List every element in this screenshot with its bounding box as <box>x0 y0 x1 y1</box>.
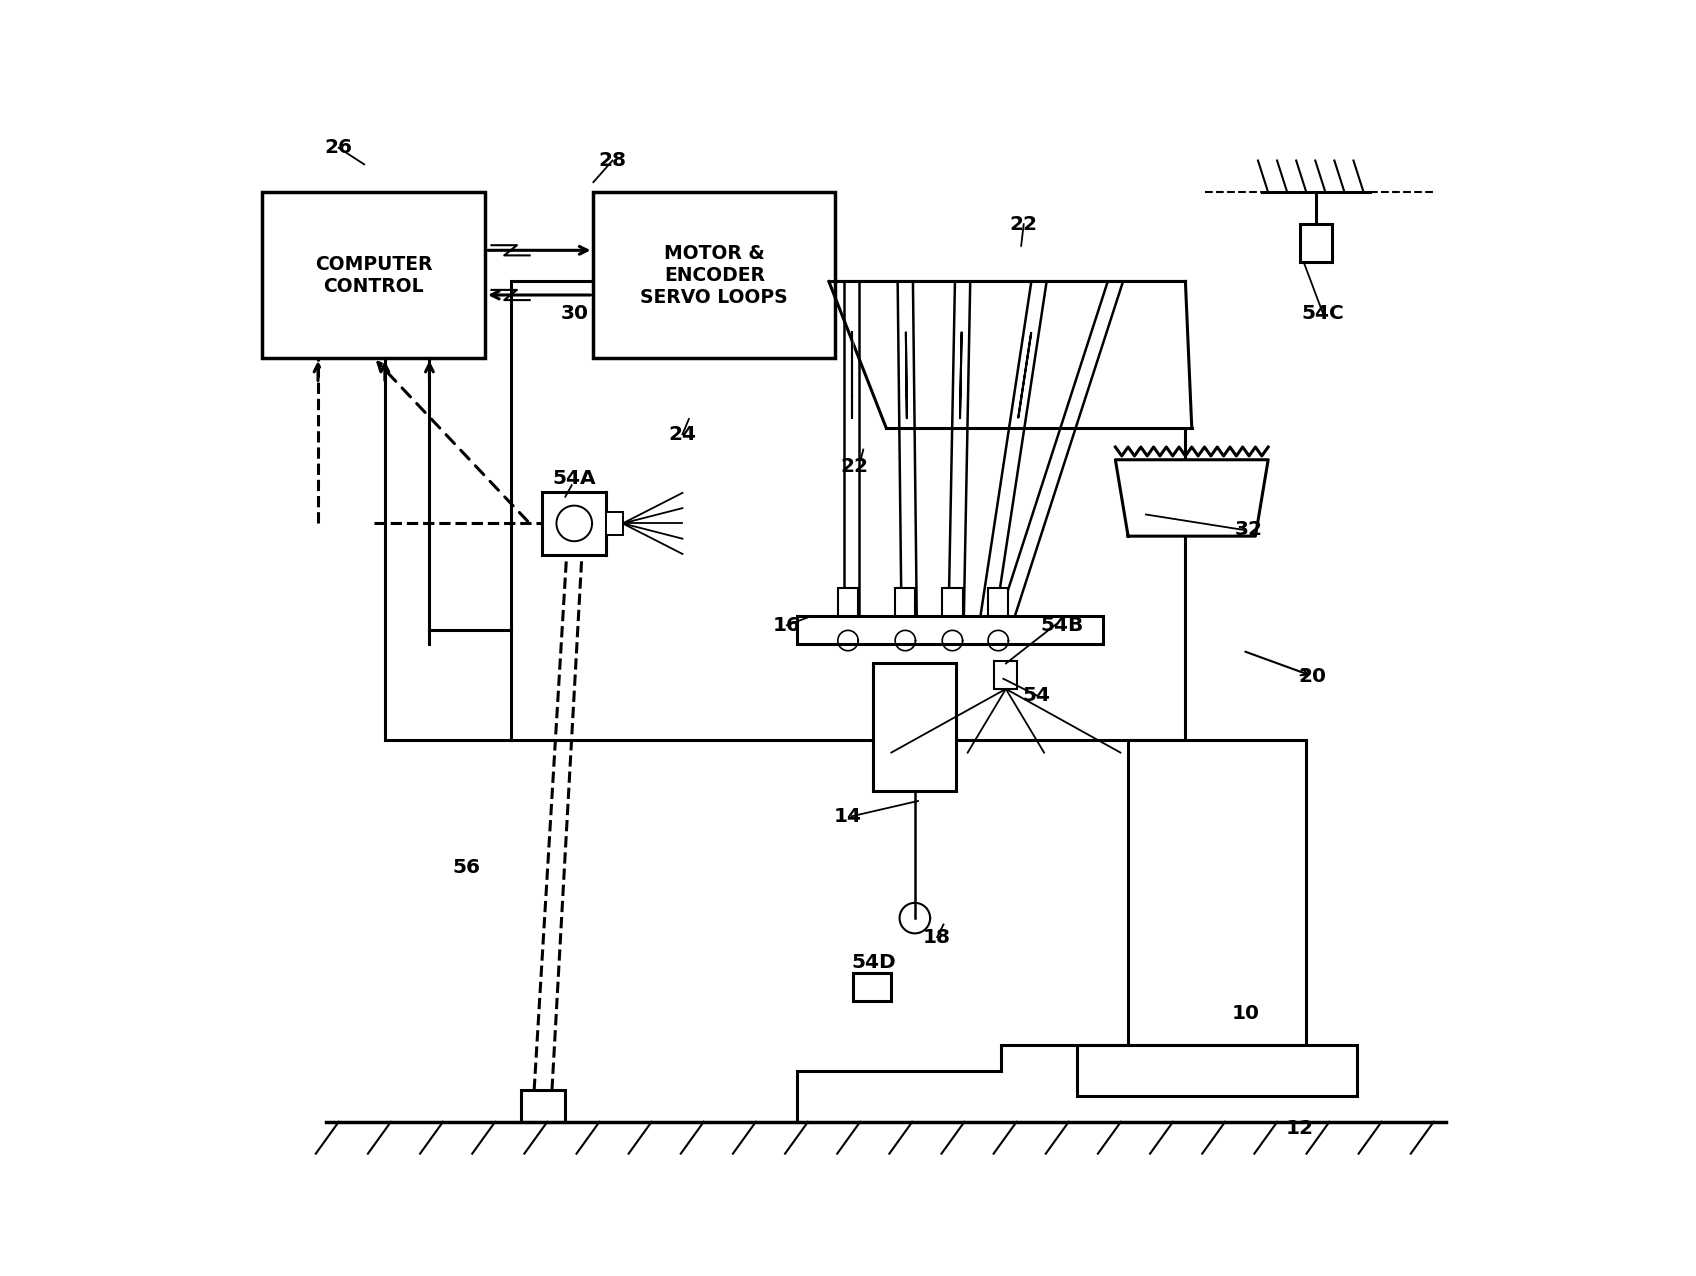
Text: 18: 18 <box>923 928 951 947</box>
Bar <box>521 1090 565 1122</box>
Bar <box>873 664 957 791</box>
Bar <box>797 616 1102 644</box>
Polygon shape <box>829 282 1192 427</box>
Text: 54A: 54A <box>553 470 595 489</box>
Bar <box>1301 225 1331 263</box>
Bar <box>605 512 622 535</box>
Text: 20: 20 <box>1299 666 1326 685</box>
Text: 16: 16 <box>773 616 801 634</box>
Bar <box>989 588 1009 616</box>
Text: 26: 26 <box>324 138 353 157</box>
Bar <box>543 491 605 555</box>
Bar <box>994 661 1018 689</box>
Bar <box>1077 1045 1357 1096</box>
Bar <box>895 588 916 616</box>
Text: COMPUTER
CONTROL: COMPUTER CONTROL <box>315 255 432 296</box>
Bar <box>853 972 892 1000</box>
Text: 54B: 54B <box>1040 616 1084 634</box>
Text: 12: 12 <box>1286 1119 1314 1138</box>
Text: 14: 14 <box>834 806 862 826</box>
Bar <box>594 193 834 357</box>
Text: 10: 10 <box>1231 1004 1258 1023</box>
Text: MOTOR &
ENCODER
SERVO LOOPS: MOTOR & ENCODER SERVO LOOPS <box>641 244 789 306</box>
Bar <box>1128 740 1306 1045</box>
Text: 22: 22 <box>1009 214 1038 234</box>
Text: 56: 56 <box>453 857 480 877</box>
Text: 54: 54 <box>1023 685 1050 704</box>
Text: 28: 28 <box>599 151 626 170</box>
Text: 30: 30 <box>560 304 589 323</box>
Text: 54C: 54C <box>1301 304 1345 323</box>
Bar <box>263 193 485 357</box>
Text: 54D: 54D <box>851 953 895 972</box>
Polygon shape <box>1018 333 1031 417</box>
Bar <box>838 588 858 616</box>
Text: 22: 22 <box>840 457 868 476</box>
Text: 24: 24 <box>668 425 697 444</box>
Polygon shape <box>1116 459 1269 536</box>
Text: 32: 32 <box>1235 521 1264 540</box>
Bar <box>943 588 963 616</box>
